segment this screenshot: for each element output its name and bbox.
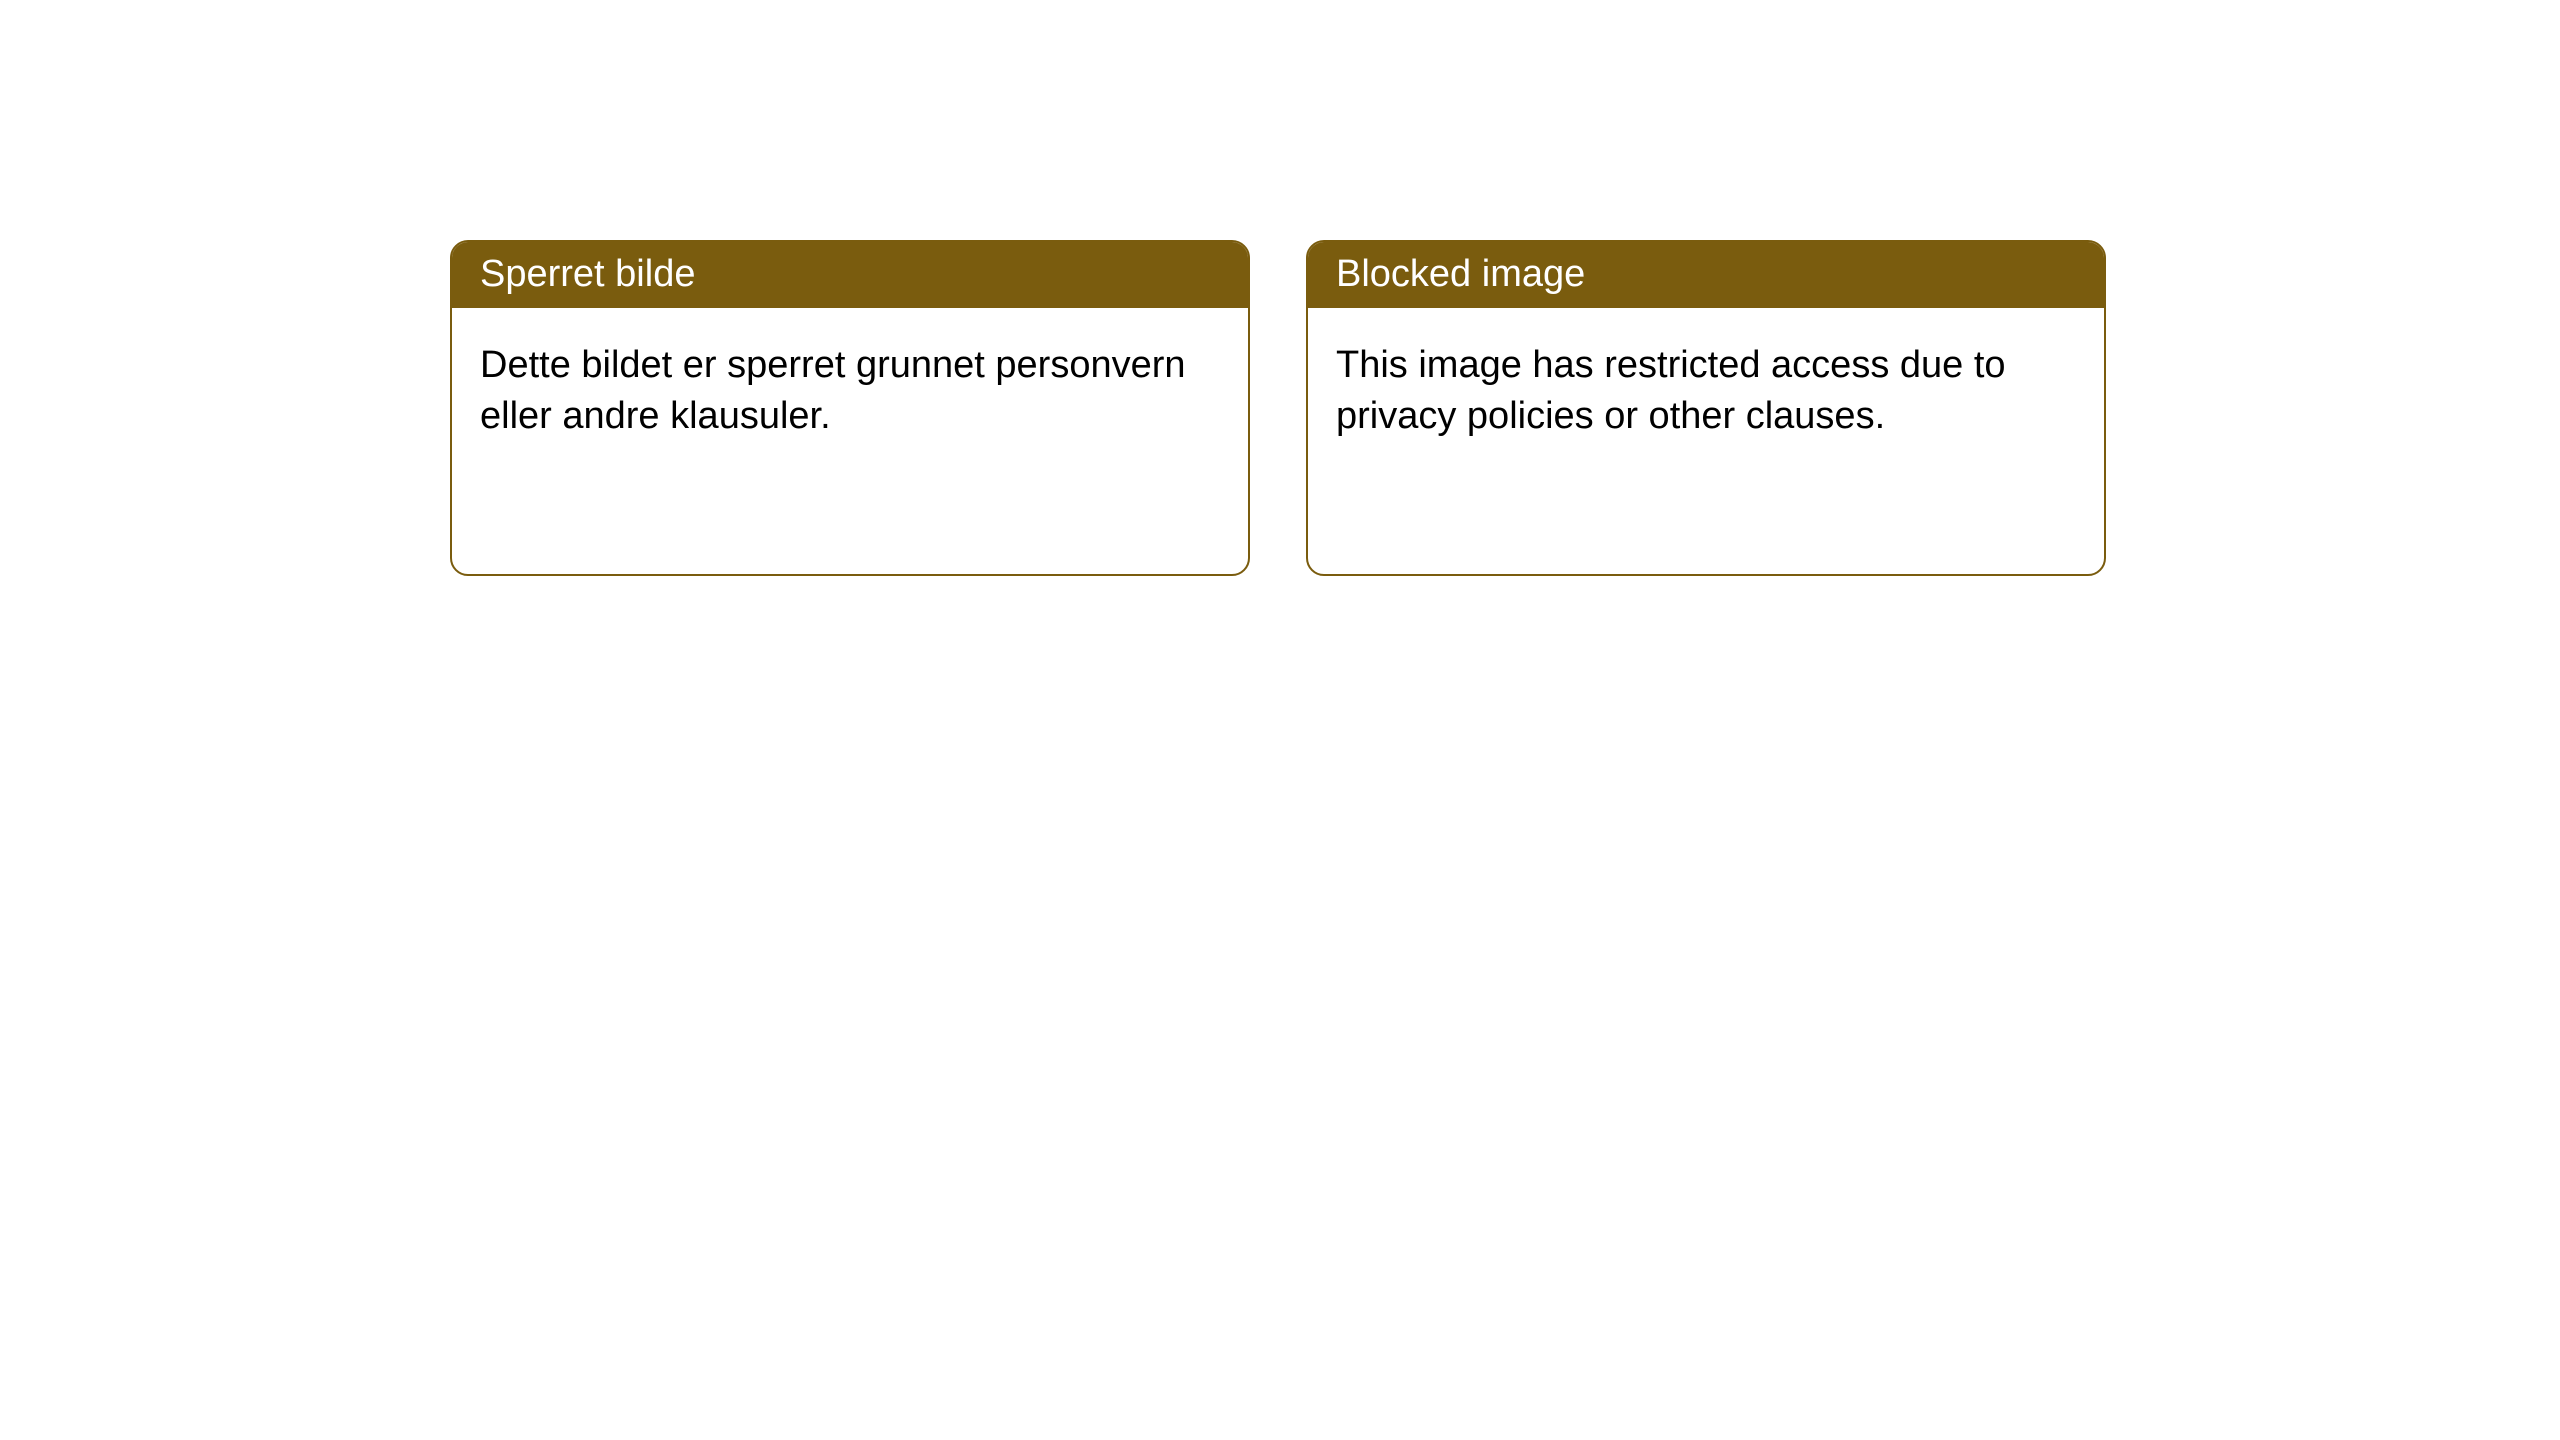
notice-container: Sperret bilde Dette bildet er sperret gr… <box>0 0 2560 576</box>
notice-card-english: Blocked image This image has restricted … <box>1306 240 2106 576</box>
notice-header-english: Blocked image <box>1308 242 2104 308</box>
notice-card-norwegian: Sperret bilde Dette bildet er sperret gr… <box>450 240 1250 576</box>
notice-body-norwegian: Dette bildet er sperret grunnet personve… <box>452 308 1248 475</box>
notice-body-english: This image has restricted access due to … <box>1308 308 2104 475</box>
notice-header-norwegian: Sperret bilde <box>452 242 1248 308</box>
